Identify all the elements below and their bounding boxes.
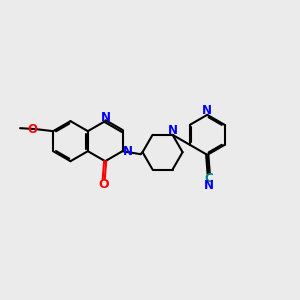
Text: N: N <box>168 124 178 137</box>
Text: N: N <box>123 145 133 158</box>
Text: O: O <box>28 123 38 136</box>
Text: O: O <box>98 178 109 191</box>
Text: N: N <box>101 110 111 124</box>
Text: N: N <box>204 178 214 192</box>
Text: N: N <box>202 104 212 117</box>
Text: C: C <box>204 172 213 185</box>
